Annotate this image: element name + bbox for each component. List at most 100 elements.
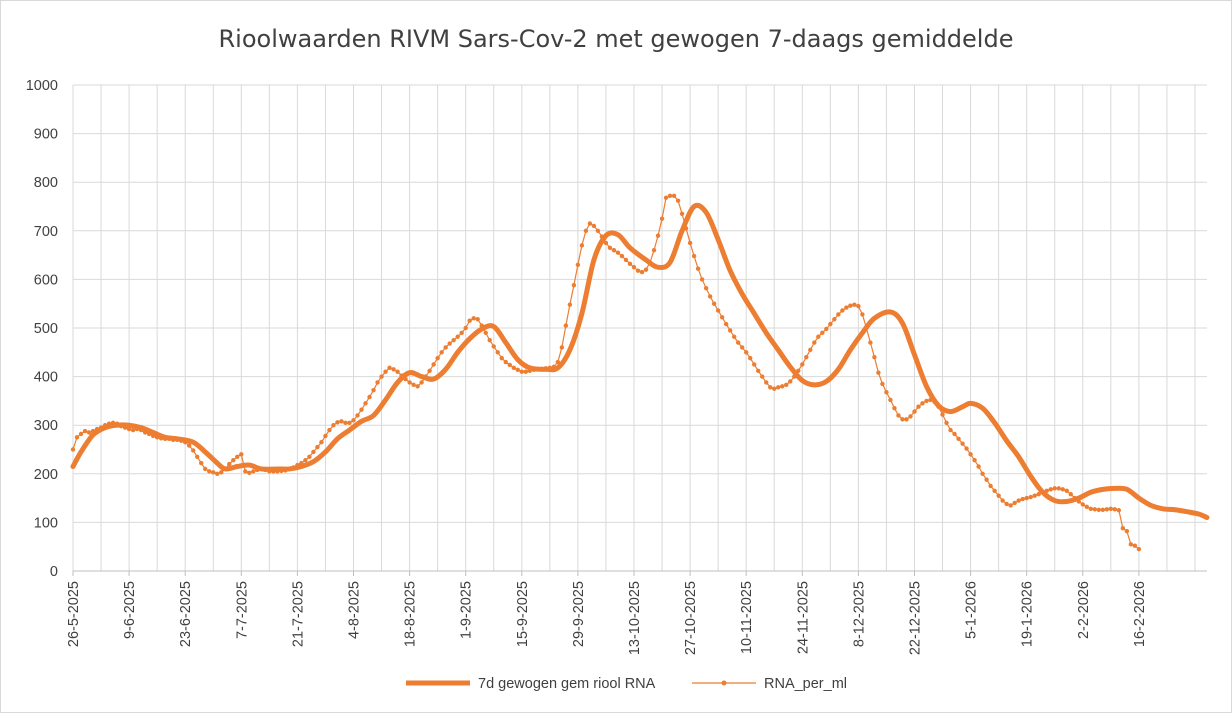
data-point-rna-per-ml: [812, 340, 817, 345]
data-point-rna-per-ml: [130, 427, 136, 433]
data-point-rna-per-ml: [563, 323, 569, 328]
data-point-rna-per-ml: [251, 469, 256, 474]
data-point-rna-per-ml: [635, 268, 641, 273]
data-point-rna-per-ml: [667, 193, 673, 199]
data-point-rna-per-ml: [567, 302, 573, 307]
data-point-rna-per-ml: [623, 257, 629, 263]
data-point-rna-per-ml: [467, 318, 472, 323]
data-point-rna-per-ml: [303, 457, 308, 463]
data-point-rna-per-ml: [663, 195, 669, 200]
data-point-rna-per-ml: [327, 427, 332, 433]
data-point-rna-per-ml: [339, 419, 344, 424]
data-point-rna-per-ml: [900, 417, 905, 422]
x-tick-label: 24-11-2025: [795, 581, 811, 654]
data-point-rna-per-ml: [74, 435, 80, 440]
data-point-rna-per-ml: [816, 334, 821, 339]
data-point-rna-per-ml: [916, 404, 921, 409]
data-point-rna-per-ml: [387, 365, 392, 371]
data-point-rna-per-ml: [1068, 492, 1073, 497]
data-point-rna-per-ml: [828, 321, 833, 327]
data-point-rna-per-ml: [723, 321, 729, 327]
data-point-rna-per-ml: [78, 431, 84, 437]
data-point-rna-per-ml: [876, 370, 881, 375]
data-point-rna-per-ml: [904, 417, 909, 422]
x-tick-label: 22-12-2025: [907, 581, 923, 655]
data-point-rna-per-ml: [980, 471, 985, 476]
data-point-rna-per-ml: [1060, 487, 1065, 492]
data-point-rna-per-ml: [651, 248, 657, 253]
x-tick-label: 5-1-2026: [964, 581, 980, 639]
y-tick-label: 300: [34, 418, 58, 434]
data-point-rna-per-ml: [495, 350, 500, 355]
data-point-rna-per-ml: [247, 470, 252, 476]
data-point-rna-per-ml: [383, 369, 388, 374]
data-point-rna-per-ml: [126, 426, 132, 432]
y-tick-label: 800: [34, 175, 58, 191]
data-point-rna-per-ml: [940, 412, 945, 417]
data-point-rna-per-ml: [487, 337, 492, 343]
data-point-rna-per-ml: [395, 369, 400, 374]
x-tick-label: 18-8-2025: [403, 581, 419, 647]
data-point-rna-per-ml: [503, 359, 508, 365]
x-tick-label: 7-7-2025: [234, 581, 250, 639]
data-point-rna-per-ml: [920, 401, 925, 406]
x-tick-label: 2-2-2026: [1076, 581, 1092, 639]
data-point-rna-per-ml: [1080, 502, 1085, 507]
data-point-rna-per-ml: [1096, 507, 1102, 512]
data-point-rna-per-ml: [808, 347, 813, 353]
data-point-rna-per-ml: [824, 326, 829, 332]
x-tick-label: 4-8-2025: [346, 581, 362, 639]
data-point-rna-per-ml: [1108, 506, 1114, 511]
data-point-rna-per-ml: [219, 470, 224, 475]
data-point-rna-per-ml: [888, 397, 893, 403]
data-point-rna-per-ml: [884, 389, 889, 395]
data-point-rna-per-ml: [555, 359, 561, 365]
data-point-rna-per-ml: [872, 354, 877, 360]
legend: 7d gewogen gem riool RNA RNA_per_ml: [406, 676, 847, 692]
data-point-rna-per-ml: [820, 330, 825, 336]
data-point-rna-per-ml: [948, 427, 953, 433]
data-point-rna-per-ml: [659, 216, 665, 221]
data-point-rna-per-ml: [639, 269, 645, 275]
data-point-rna-per-ml: [431, 362, 436, 367]
data-point-rna-per-ml: [227, 461, 232, 467]
data-point-rna-per-ml: [1056, 486, 1061, 491]
data-point-rna-per-ml: [760, 374, 765, 379]
data-point-rna-per-ml: [515, 367, 520, 372]
x-tick-label: 29-9-2025: [571, 581, 587, 647]
data-point-rna-per-ml: [944, 420, 949, 425]
data-point-rna-per-ml: [679, 211, 685, 216]
data-point-rna-per-ml: [731, 334, 737, 339]
data-point-rna-per-ml: [968, 452, 973, 457]
data-point-rna-per-ml: [463, 325, 468, 331]
data-point-rna-per-ml: [671, 193, 677, 199]
data-point-rna-per-ml: [1136, 546, 1142, 552]
data-point-rna-per-ml: [703, 285, 709, 291]
data-point-rna-per-ml: [335, 420, 340, 425]
data-point-rna-per-ml: [1104, 507, 1110, 512]
data-point-rna-per-ml: [743, 350, 749, 355]
data-point-rna-per-ml: [447, 341, 452, 346]
data-point-rna-per-ml: [880, 381, 885, 387]
data-point-rna-per-ml: [735, 340, 741, 345]
data-point-rna-per-ml: [780, 384, 785, 389]
data-point-rna-per-ml: [511, 365, 516, 371]
data-point-rna-per-ml: [607, 245, 613, 251]
data-point-rna-per-ml: [407, 380, 412, 385]
data-point-rna-per-ml: [964, 446, 969, 451]
data-point-rna-per-ml: [191, 448, 196, 453]
data-point-rna-per-ml: [856, 303, 861, 309]
y-tick-label: 900: [34, 127, 58, 143]
x-tick-label: 16-2-2026: [1132, 581, 1148, 647]
data-point-rna-per-ml: [776, 385, 781, 390]
data-point-rna-per-ml: [311, 449, 316, 455]
x-tick-label: 13-10-2025: [627, 581, 643, 655]
data-point-rna-per-ml: [1004, 501, 1009, 507]
y-tick-label: 1000: [26, 78, 58, 94]
data-point-rna-per-ml: [415, 384, 420, 389]
data-point-rna-per-ml: [215, 471, 220, 476]
data-point-rna-per-ml: [924, 398, 929, 404]
data-point-rna-per-ml: [235, 454, 240, 459]
data-point-rna-per-ml: [756, 368, 761, 373]
data-point-rna-per-ml: [451, 337, 456, 343]
